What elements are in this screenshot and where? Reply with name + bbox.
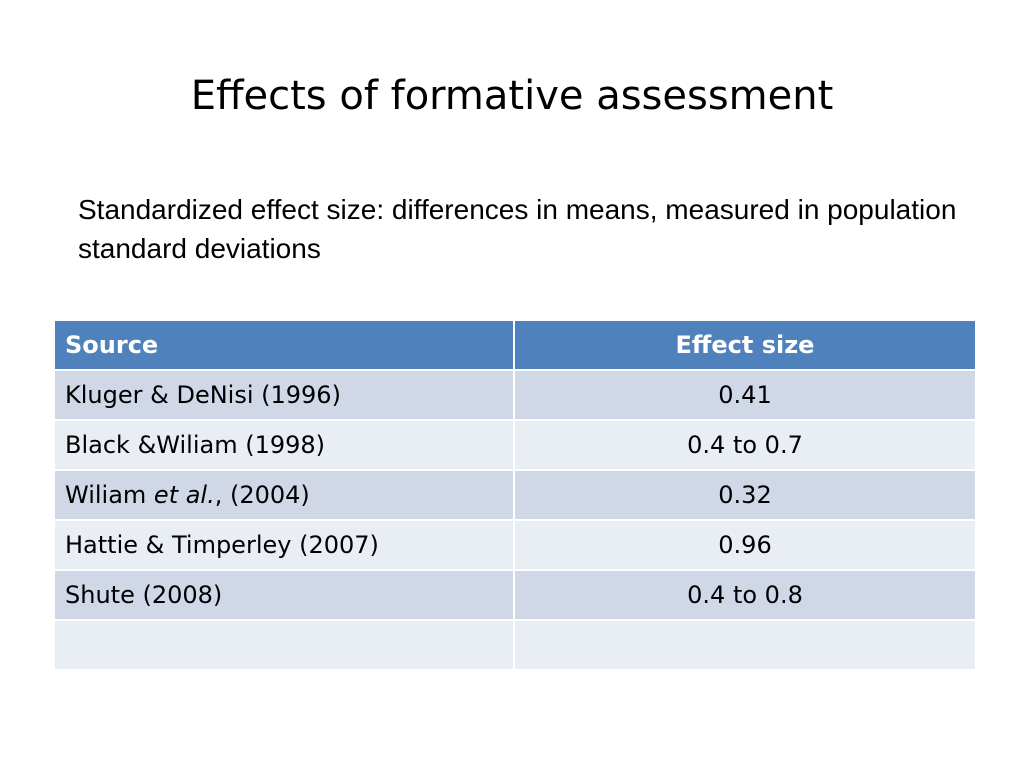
cell-source: Hattie & Timperley (2007) — [53, 519, 515, 571]
cell-effect-size: 0.96 — [513, 519, 977, 571]
effect-size-table-container: Source Effect size Kluger & DeNisi (1996… — [53, 319, 977, 671]
slide-title: Effects of formative assessment — [190, 73, 834, 119]
table-row: Black &Wiliam (1998) 0.4 to 0.7 — [53, 419, 977, 471]
table-row: Kluger & DeNisi (1996) 0.41 — [53, 369, 977, 421]
table-row: Shute (2008) 0.4 to 0.8 — [53, 569, 977, 621]
table-row: Hattie & Timperley (2007) 0.96 — [53, 519, 977, 571]
cell-source — [53, 619, 515, 671]
effect-size-table: Source Effect size Kluger & DeNisi (1996… — [53, 319, 977, 671]
cell-source: Shute (2008) — [53, 569, 515, 621]
cell-effect-size: 0.41 — [513, 369, 977, 421]
header-source: Source — [53, 319, 515, 371]
cell-source: Wiliam et al., (2004) — [53, 469, 515, 521]
source-author: Wiliam — [65, 481, 154, 509]
source-et-al: et al. — [153, 481, 215, 509]
header-effect-size: Effect size — [513, 319, 977, 371]
cell-source: Black &Wiliam (1998) — [53, 419, 515, 471]
cell-source: Kluger & DeNisi (1996) — [53, 369, 515, 421]
cell-effect-size: 0.32 — [513, 469, 977, 521]
table-row: Wiliam et al., (2004) 0.32 — [53, 469, 977, 521]
cell-effect-size — [513, 619, 977, 671]
cell-effect-size: 0.4 to 0.7 — [513, 419, 977, 471]
slide-subtitle: Standardized effect size: differences in… — [78, 194, 957, 264]
cell-effect-size: 0.4 to 0.8 — [513, 569, 977, 621]
table-row — [53, 619, 977, 671]
table-header-row: Source Effect size — [53, 319, 977, 371]
source-year: , (2004) — [214, 481, 310, 509]
